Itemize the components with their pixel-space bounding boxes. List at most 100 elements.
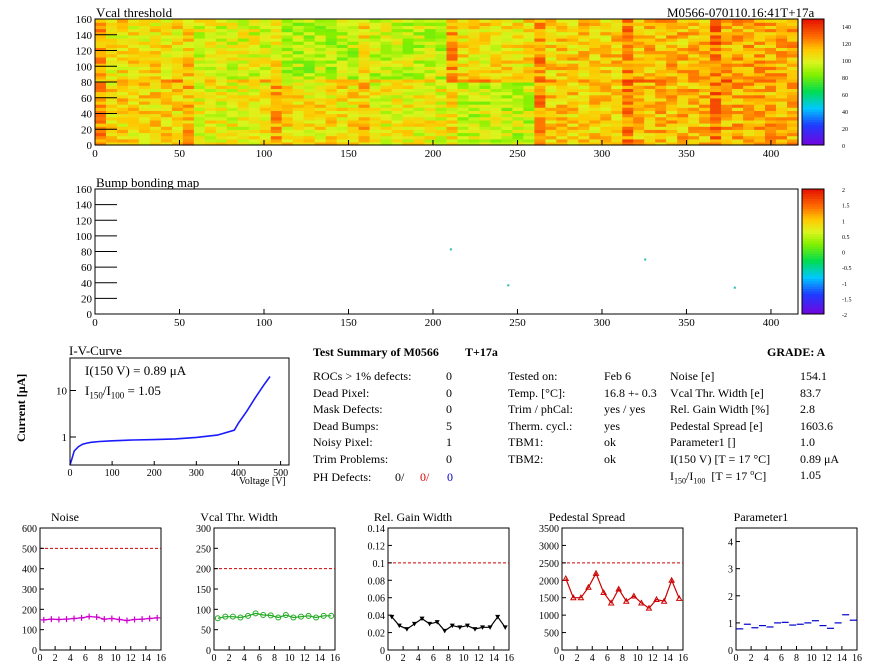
- summary-left-label-4: Noisy Pixel:: [313, 435, 373, 449]
- summary-left-label-0: ROCs > 1% defects:: [313, 369, 412, 383]
- iv-xtick-label-0: 0: [68, 468, 73, 479]
- gain-width-ytick-label-2: 0.04: [368, 611, 386, 622]
- bump-defect-point-1: [507, 284, 510, 287]
- noise-ytick-label-2: 200: [22, 605, 37, 616]
- vcal-colorbar-label-3: 60: [842, 93, 848, 99]
- ph-defects-label: PH Defects:: [313, 470, 372, 484]
- gain-width-ytick-label-6: 0.12: [368, 541, 386, 552]
- iv-curve-title: I-V-Curve: [69, 343, 122, 358]
- noise-point-2: [55, 616, 62, 623]
- bump-colorbar-label-6: 1: [842, 219, 845, 225]
- vcal-width-point-8: [275, 614, 282, 621]
- noise-xtick-label-7: 14: [141, 653, 151, 664]
- noise-point-4: [71, 615, 78, 622]
- vcal-width-point-4: [245, 612, 252, 619]
- vcal-threshold-title: Vcal threshold: [96, 5, 173, 20]
- vcal-xtick-label-8: 400: [763, 148, 780, 160]
- iv-ytick-label-1: 10: [56, 386, 68, 398]
- bump-ytick-label-8: 160: [76, 184, 93, 196]
- bump-defect-point-3: [733, 286, 736, 289]
- gain-width-xtick-label-4: 8: [446, 653, 451, 664]
- gain-width-point-0: [389, 614, 395, 620]
- vcal-width-point-10: [290, 614, 297, 621]
- vcal-width-ytick-label-4: 200: [196, 565, 211, 576]
- bump-xtick-label-3: 150: [340, 317, 357, 329]
- iv-xtick-label-4: 400: [231, 468, 246, 479]
- vcal-width-point-15: [328, 612, 335, 619]
- pedestal-spread-ytick-label-6: 3000: [539, 541, 559, 552]
- pedestal-spread-ytick-label-0: 0: [554, 646, 559, 657]
- bump-colorbar-label-1: -1.5: [842, 297, 852, 303]
- noise-point-6: [86, 613, 93, 620]
- noise-series-line: [43, 615, 158, 622]
- bump-ytick-label-0: 0: [87, 309, 93, 321]
- vcal-width-xtick-label-3: 6: [257, 653, 262, 664]
- bump-defect-point-2: [644, 258, 647, 261]
- summary-right-value-2: 2.8: [800, 402, 815, 416]
- pedestal-spread-xtick-label-8: 16: [678, 653, 688, 664]
- pedestal-spread-ytick-label-7: 3500: [539, 524, 559, 535]
- gain-width-point-3: [411, 621, 417, 627]
- bump-colorbar-label-8: 2: [842, 188, 845, 194]
- vcal-width-xtick-label-6: 12: [300, 653, 310, 664]
- module-id-label: M0566-070110.16:41T+17a: [667, 5, 815, 20]
- vcal-colorbar-label-1: 20: [842, 127, 848, 133]
- gain-width-point-14: [495, 614, 501, 620]
- noise-xtick-label-0: 0: [38, 653, 43, 664]
- vcal-ytick-label-5: 100: [76, 61, 93, 73]
- noise-point-9: [108, 615, 115, 622]
- summary-right-value-3: 1603.6: [800, 418, 833, 433]
- gain-width-ytick-label-5: 0.1: [373, 559, 386, 570]
- summary-mid-value-4: ok: [604, 435, 616, 449]
- bump-xtick-label-6: 300: [594, 317, 611, 329]
- summary-right-label-4: Parameter1 []: [670, 435, 736, 449]
- gain-width-point-1: [396, 623, 402, 629]
- pedestal-spread-ytick-label-4: 2000: [539, 576, 559, 587]
- vcal-width-point-1: [222, 613, 229, 620]
- summary-mid-value-2: yes / yes: [604, 402, 646, 416]
- pedestal-spread-point-8: [622, 597, 630, 604]
- pedestal-spread-ytick-label-5: 2500: [539, 559, 559, 570]
- bump-colorbar-label-0: -2: [842, 313, 847, 319]
- gain-width-series-line: [391, 615, 506, 632]
- noise-ytick-label-5: 500: [22, 544, 37, 555]
- vcal-width-ytick-label-3: 150: [196, 585, 211, 596]
- vcal-width-xtick-label-5: 10: [285, 653, 295, 664]
- vcal-width-point-12: [305, 612, 312, 619]
- iv-xtick-label-1: 100: [105, 468, 120, 479]
- iv-ratio-mid: /I: [102, 383, 111, 398]
- pedestal-spread-point-15: [675, 594, 683, 601]
- gain-width-frame: [387, 527, 510, 651]
- iv-xtick-label-2: 200: [147, 468, 162, 479]
- pedestal-spread-ytick-label-1: 500: [544, 629, 559, 640]
- vcal-width-point-9: [282, 612, 289, 619]
- bump-ytick-label-1: 20: [81, 293, 93, 305]
- bump-defect-point-0: [449, 248, 452, 251]
- vcal-ytick-label-6: 120: [76, 46, 93, 58]
- vcal-width-ytick-label-0: 0: [206, 646, 211, 657]
- vcal-ytick-label-1: 20: [81, 124, 93, 136]
- bump-xtick-label-4: 200: [425, 317, 442, 329]
- vcal-xtick-label-6: 300: [594, 148, 611, 160]
- vcal-width-ytick-label-6: 300: [196, 524, 211, 535]
- vcal-width-xtick-label-1: 2: [227, 653, 232, 664]
- noise-xtick-label-6: 12: [126, 653, 136, 664]
- gain-width-ytick-label-0: 0: [380, 646, 385, 657]
- noise-xtick-label-8: 16: [156, 653, 166, 664]
- parameter1-frame: [735, 527, 858, 651]
- gain-width-xtick-label-6: 12: [474, 653, 484, 664]
- gain-width-point-11: [472, 627, 478, 632]
- gain-width-xtick-label-7: 14: [489, 653, 499, 664]
- noise-ytick-label-3: 300: [22, 585, 37, 596]
- gain-width-ytick-label-4: 0.08: [368, 576, 386, 587]
- vcal-width-point-11: [297, 613, 304, 620]
- vcal-ytick-label-4: 80: [81, 77, 93, 89]
- pedestal-spread-point-1: [569, 594, 577, 601]
- parameter1-ytick-label-4: 4: [728, 538, 733, 549]
- bump-xtick-label-5: 250: [509, 317, 526, 329]
- noise-point-1: [48, 616, 55, 623]
- noise-point-0: [40, 616, 47, 623]
- vcal-xtick-label-2: 100: [256, 148, 273, 160]
- noise-xtick-label-2: 4: [68, 653, 73, 664]
- bump-xtick-label-1: 50: [174, 317, 186, 329]
